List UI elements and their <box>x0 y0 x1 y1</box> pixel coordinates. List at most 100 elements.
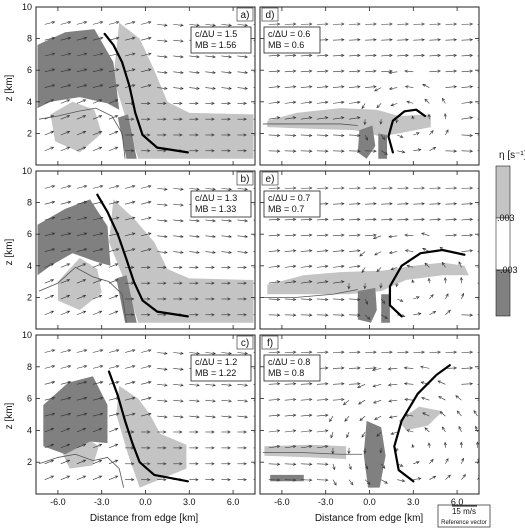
wind-vector-head <box>147 430 151 434</box>
wind-vector-head <box>292 116 297 120</box>
x-tick-label: 0.0 <box>363 497 376 507</box>
panel-body <box>38 349 255 488</box>
wind-vector <box>221 71 232 74</box>
wind-vector-head <box>357 149 361 153</box>
wind-vector-head <box>379 285 383 289</box>
wind-vector-head <box>51 248 56 252</box>
wind-vector <box>284 298 296 300</box>
panel-label: f) <box>267 338 273 349</box>
bold-contour-line <box>107 370 189 483</box>
wind-vector <box>268 134 280 136</box>
wind-vector-head <box>67 364 72 369</box>
wind-vector-head <box>131 52 136 56</box>
wind-vector <box>365 70 377 73</box>
wind-vector-head <box>147 216 152 220</box>
wind-vector <box>330 431 334 438</box>
wind-vector-head <box>227 101 231 105</box>
wind-vector-head <box>401 479 406 483</box>
wind-vector <box>108 248 119 252</box>
panel-label: d) <box>266 10 275 21</box>
wind-vector <box>421 232 430 237</box>
y-tick-label: 10 <box>22 166 32 176</box>
wind-vector-head <box>98 263 103 267</box>
wind-vector-head <box>83 380 88 384</box>
wind-vector-head <box>115 248 120 252</box>
wind-vector-head <box>404 249 409 253</box>
wind-vector-head <box>99 68 104 72</box>
wind-vector-head <box>437 350 441 354</box>
wind-vector-head <box>324 249 329 253</box>
wind-vector <box>44 84 55 88</box>
wind-vector-head <box>147 412 152 416</box>
wind-vector <box>364 134 368 141</box>
wind-vector <box>76 248 87 252</box>
wind-vector-head <box>196 23 200 27</box>
wind-vector-head <box>180 55 184 59</box>
reference-vector-caption: Reference vector <box>441 520 487 526</box>
wind-vector <box>388 383 398 386</box>
wind-vector <box>316 414 328 417</box>
wind-vector <box>92 69 103 73</box>
wind-vector <box>461 55 473 57</box>
wind-vector <box>358 399 366 405</box>
wind-vector-head <box>82 459 87 463</box>
wind-vector <box>373 235 382 239</box>
thin-contour-line <box>262 289 358 298</box>
wind-vector-head <box>424 98 428 103</box>
wind-vector-head <box>163 265 167 269</box>
wind-vector-head <box>308 53 313 58</box>
wind-vector <box>76 295 86 300</box>
wind-vector-head <box>406 100 410 104</box>
wind-vector-head <box>365 466 369 470</box>
wind-vector-head <box>211 462 215 466</box>
wind-vector-head <box>401 314 406 318</box>
wind-vector-head <box>131 349 136 353</box>
wind-vector-head <box>292 100 297 104</box>
wind-vector <box>406 429 414 433</box>
wind-vector <box>221 219 232 222</box>
wind-vector <box>60 459 70 465</box>
wind-vector <box>461 474 466 480</box>
wind-vector-head <box>98 99 103 103</box>
wind-vector <box>221 235 232 238</box>
wind-vector-head <box>66 427 71 431</box>
y-axis-title-top: z [km] <box>4 74 15 101</box>
wind-vector <box>372 368 382 371</box>
wind-vector-head <box>147 396 152 400</box>
wind-vector <box>343 399 350 406</box>
wind-vector <box>60 21 71 25</box>
wind-vector <box>381 70 393 73</box>
wind-vector-head <box>437 380 441 384</box>
wind-vector-head <box>421 217 425 222</box>
wind-vector <box>458 261 462 268</box>
wind-vector-head <box>341 233 345 237</box>
wind-vector <box>349 250 361 252</box>
wind-vector <box>388 368 398 370</box>
wind-vector <box>76 201 87 205</box>
annotation-line: MB = 1.56 <box>195 40 236 50</box>
wind-vector-head <box>438 396 442 400</box>
wind-vector-head <box>82 115 87 119</box>
wind-vector-head <box>341 53 345 58</box>
wind-vector <box>316 298 328 300</box>
wind-vector-head <box>147 281 151 285</box>
wind-vector <box>108 428 118 433</box>
wind-vector-head <box>115 216 120 220</box>
wind-vector-head <box>164 55 168 59</box>
wind-vector-head <box>432 147 437 150</box>
wind-vector-head <box>417 312 422 316</box>
wind-vector <box>268 117 280 120</box>
wind-vector-head <box>163 446 167 450</box>
wind-vector <box>189 235 200 238</box>
wind-vector-head <box>261 235 264 238</box>
wind-vector-head <box>179 462 183 466</box>
wind-vector-head <box>261 204 264 207</box>
wind-vector-head <box>276 249 281 253</box>
wind-vector-head <box>292 233 297 237</box>
wind-vector <box>173 24 184 26</box>
wind-vector <box>76 310 86 316</box>
wind-vector-head <box>115 84 120 88</box>
wind-vector-head <box>66 263 71 267</box>
wind-vector <box>44 69 55 73</box>
vorticity-positive-region <box>113 22 254 159</box>
